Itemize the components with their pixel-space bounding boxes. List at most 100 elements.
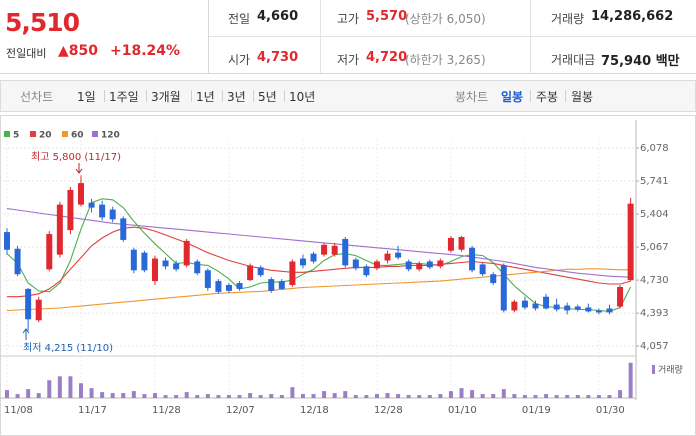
y-tick-label: 6,078: [640, 143, 669, 154]
header: [0, 0, 696, 74]
volume-bar: [470, 390, 475, 398]
candle-body: [553, 304, 560, 310]
period-button[interactable]: 3년: [227, 90, 246, 104]
period-button[interactable]: 3개월: [151, 90, 181, 104]
legend-label: 거래량: [658, 364, 683, 376]
volume-bar: [100, 392, 105, 398]
candle-body: [490, 274, 497, 284]
candle-body: [363, 266, 370, 276]
toolbar-label[interactable]: 봉차트: [455, 90, 489, 104]
period-button[interactable]: 1년: [196, 90, 215, 104]
volume-bar: [226, 395, 231, 398]
legend-swatch: [62, 131, 68, 137]
volume-bar: [205, 394, 210, 398]
legend-label: 20: [39, 131, 52, 141]
volume-bar: [322, 391, 327, 398]
y-tick-label: 5,741: [640, 176, 669, 187]
toolbar-separator: [253, 90, 254, 102]
volume-bar: [5, 390, 9, 398]
volume-bar: [216, 395, 221, 398]
toolbar: [0, 80, 696, 112]
volume-bar: [427, 395, 432, 398]
legend-swatch: [30, 131, 36, 137]
col-divider: [320, 0, 321, 73]
candle-body: [247, 265, 254, 281]
change-label: 전일대비: [6, 47, 47, 60]
candle-body: [500, 265, 507, 311]
stat-note: (하한가 3,265): [405, 53, 486, 67]
candle-body: [395, 252, 402, 258]
candle-body: [14, 248, 21, 275]
volume-bar: [586, 395, 591, 398]
period-button[interactable]: 1일: [77, 90, 96, 104]
legend-swatch: [4, 131, 10, 137]
volume-bar: [36, 393, 41, 398]
ma-line: [6, 268, 631, 312]
candle-body: [183, 240, 190, 266]
candle-body: [331, 245, 338, 255]
volume-bar: [544, 394, 549, 398]
y-tick-label: 5,404: [640, 209, 669, 220]
volume-bar: [78, 383, 83, 398]
candle-body: [194, 261, 201, 274]
candle-body: [88, 202, 95, 208]
annotation-arrow: [22, 328, 30, 340]
period-button[interactable]: 10년: [289, 90, 316, 104]
volume-bar: [57, 376, 62, 398]
volume-bar: [554, 395, 559, 398]
candle-body: [437, 260, 444, 267]
toolbar-label[interactable]: 선차트: [20, 90, 54, 104]
volume-bar: [522, 395, 527, 398]
y-tick-label: 4,730: [640, 275, 669, 286]
y-tick-label: 5,067: [640, 242, 669, 253]
volume-bar: [480, 394, 485, 398]
volume-bar: [628, 362, 633, 398]
period-button[interactable]: 월봉: [571, 90, 594, 104]
change-rate: +18.24%: [110, 43, 181, 59]
legend-label: 120: [101, 131, 120, 141]
candle-body: [289, 261, 296, 285]
volume-bar: [533, 395, 538, 398]
candle-body: [130, 249, 137, 271]
candle-body: [352, 259, 359, 269]
toolbar-separator: [222, 90, 223, 102]
candle-body: [151, 258, 158, 282]
annotation-arrow: [75, 163, 83, 174]
candle-body: [617, 286, 624, 307]
period-button[interactable]: 5년: [258, 90, 277, 104]
x-tick-label: 12/07: [226, 405, 255, 416]
period-button[interactable]: 1주일: [109, 90, 139, 104]
stat-label: 거래대금: [551, 53, 596, 67]
volume-bar: [385, 393, 390, 398]
stat-label: 전일: [228, 12, 251, 26]
candle-body: [564, 305, 571, 311]
price: 5,510: [5, 8, 80, 37]
annotation-high: 최고 5,800 (11/17): [31, 151, 121, 163]
volume-bar: [332, 393, 337, 398]
volume-bar: [374, 394, 379, 398]
stat-value: 14,286,662: [591, 9, 674, 24]
candle-body: [585, 307, 592, 312]
volume-bar: [195, 395, 200, 398]
toolbar-separator: [530, 90, 531, 102]
candle-body: [215, 281, 222, 292]
x-tick-label: 01/19: [522, 405, 551, 416]
stat-value: 4,660: [257, 9, 299, 24]
volume-bar: [121, 393, 126, 398]
toolbar-separator: [191, 90, 192, 102]
candle-body: [257, 267, 264, 276]
volume-bar: [607, 395, 612, 398]
volume-bar: [575, 395, 580, 398]
candle-body: [521, 300, 528, 308]
candle-body: [173, 263, 180, 270]
volume-bar: [491, 394, 496, 398]
period-button[interactable]: 주봉: [536, 90, 559, 104]
candle-body: [447, 237, 454, 251]
candle-body: [67, 189, 74, 231]
volume-bar: [512, 394, 517, 398]
candle-body: [162, 260, 169, 267]
period-button[interactable]: 일봉: [501, 90, 524, 104]
candle-body: [236, 283, 243, 289]
volume-bar: [131, 391, 136, 398]
